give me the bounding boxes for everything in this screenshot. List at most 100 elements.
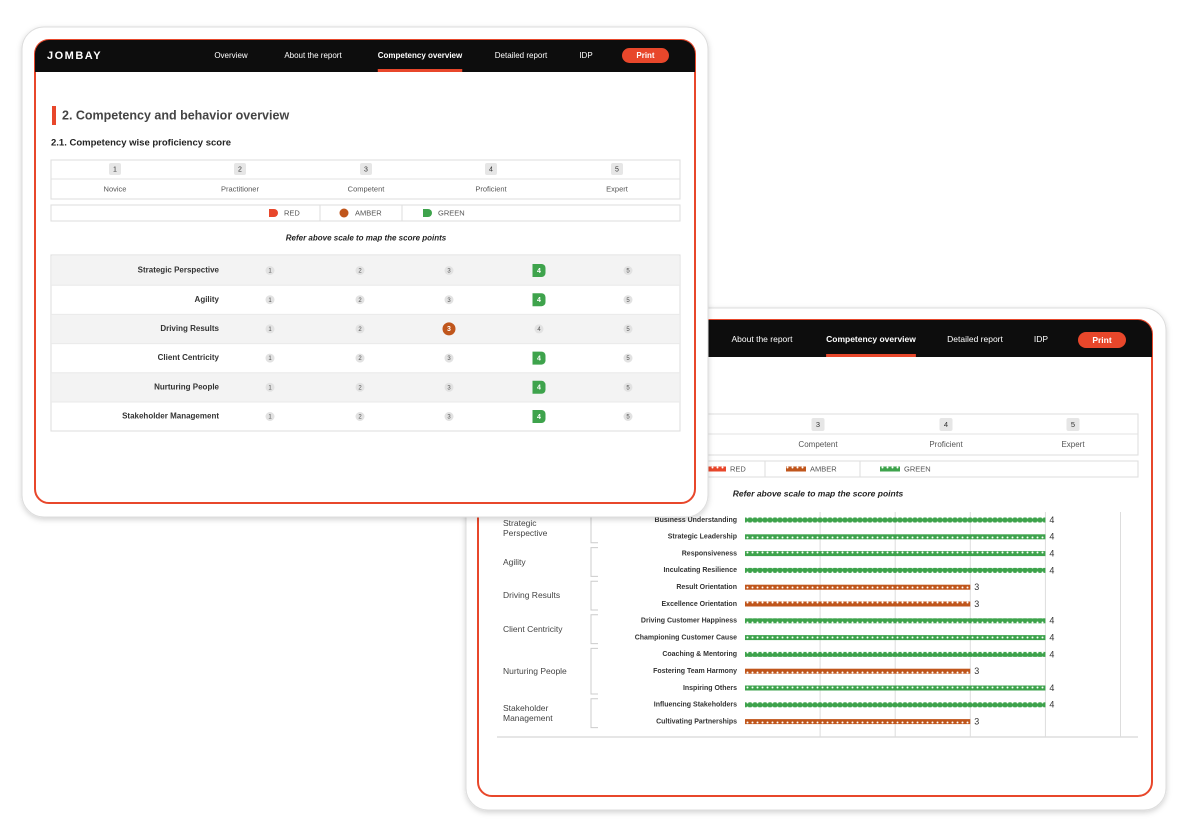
nav-link[interactable]: Competency overview — [826, 334, 916, 344]
bar-category: Inspiring Others — [683, 685, 737, 692]
scale-dot — [444, 353, 454, 363]
nav-link[interactable]: Competency overview — [378, 51, 463, 60]
scale-dot — [355, 266, 365, 275]
group-bracket — [590, 614, 598, 645]
active-underline — [826, 354, 916, 357]
group-bracket — [590, 698, 598, 729]
print-button[interactable] — [1078, 332, 1126, 348]
legend-box — [50, 204, 681, 222]
nav-link[interactable]: About the report — [732, 334, 794, 344]
bar-category: Championing Customer Cause — [635, 634, 737, 641]
nav-link[interactable]: Detailed report — [495, 51, 548, 60]
scale-dot — [355, 324, 365, 334]
scale-badge — [109, 163, 121, 175]
scale-value: 2 — [358, 356, 362, 362]
scale-badge — [485, 163, 497, 175]
value-label: 3 — [974, 582, 979, 592]
scale-value: 3 — [447, 385, 451, 391]
scale-label: Novice — [104, 184, 127, 193]
group-label: Stakeholder Management — [503, 702, 553, 724]
scale-value: 1 — [268, 269, 272, 275]
table-border — [50, 254, 681, 432]
scale-label: Competent — [348, 184, 386, 193]
scale-value: 5 — [1071, 420, 1075, 429]
scale-dot — [623, 353, 633, 363]
scale-value: 5 — [626, 385, 630, 391]
value-label: 4 — [1049, 532, 1054, 542]
value-label: 4 — [1049, 632, 1054, 642]
row-bg — [52, 256, 679, 286]
legend-icon — [880, 466, 900, 472]
scale-dot — [623, 412, 633, 421]
group-bracket — [590, 647, 598, 695]
scale-value: 5 — [626, 356, 630, 362]
scale-label: Proficient — [929, 440, 963, 449]
scale-value: 3 — [816, 420, 820, 429]
value-label: 4 — [1049, 565, 1054, 575]
competency-name: Client Centricity — [158, 353, 220, 362]
scale-label: Competent — [798, 440, 838, 449]
bar — [745, 651, 1046, 657]
nav-link[interactable]: IDP — [579, 51, 592, 60]
score-value: 4 — [537, 268, 541, 275]
nav-link[interactable]: Detailed report — [947, 334, 1003, 344]
scale-dot — [265, 412, 275, 421]
value-label: 3 — [974, 666, 979, 676]
logo: JOMBAY — [47, 50, 102, 62]
scale-value: 5 — [626, 415, 630, 421]
bar — [745, 635, 1046, 641]
score-value: 4 — [537, 414, 541, 421]
scale-value: 3 — [364, 166, 368, 173]
bar — [745, 567, 1046, 573]
bar — [745, 719, 971, 725]
bar-category: Excellence Orientation — [662, 601, 737, 608]
scale-badge — [939, 418, 953, 431]
score-marker — [532, 380, 546, 394]
bar-category: Influencing Stakeholders — [654, 702, 737, 709]
note: Refer above scale to map the score point… — [733, 488, 904, 498]
group-label: Agility — [503, 556, 526, 567]
scale-value: 1 — [268, 415, 272, 421]
scale-value: 2 — [358, 298, 362, 304]
row-bg — [52, 314, 679, 344]
bar — [745, 584, 971, 590]
bar-category: Coaching & Mentoring — [662, 651, 737, 658]
print-button[interactable] — [622, 48, 669, 63]
scale-dot — [265, 295, 275, 305]
scale-dot — [265, 266, 275, 275]
print-label: Print — [1092, 335, 1112, 345]
scale-value: 2 — [358, 385, 362, 391]
scale-value: 3 — [447, 415, 451, 421]
legend-label: GREEN — [904, 464, 931, 473]
bar-category: Business Understanding — [655, 517, 737, 524]
scale-value: 1 — [268, 298, 272, 304]
scale-value: 1 — [113, 166, 117, 173]
scale-dot — [623, 382, 633, 392]
print-label: Print — [636, 51, 655, 60]
scale-value: 5 — [615, 166, 619, 173]
legend-label: RED — [284, 208, 300, 217]
value-label: 4 — [1049, 616, 1054, 626]
nav-link[interactable]: IDP — [1034, 334, 1049, 344]
competency-name: Nurturing People — [154, 382, 219, 391]
legend-icon — [706, 466, 726, 472]
bar — [745, 702, 1046, 708]
bar — [745, 685, 1046, 691]
scale-badge — [811, 418, 825, 431]
bar — [745, 517, 1046, 523]
bar-category: Responsiveness — [682, 550, 737, 557]
scale-value: 3 — [447, 269, 451, 275]
scale-value: 3 — [447, 356, 451, 362]
nav-link[interactable]: About the report — [284, 51, 342, 60]
nav-link[interactable]: Overview — [214, 51, 248, 60]
section-marker — [52, 106, 56, 125]
scale-dot — [623, 295, 633, 305]
scale-dot — [265, 382, 275, 392]
scale-badge — [234, 163, 246, 175]
competency-name: Agility — [195, 295, 220, 304]
scale-dot — [355, 382, 365, 392]
bar-category: Inculcating Resilience — [663, 567, 737, 574]
navbar — [35, 40, 695, 72]
